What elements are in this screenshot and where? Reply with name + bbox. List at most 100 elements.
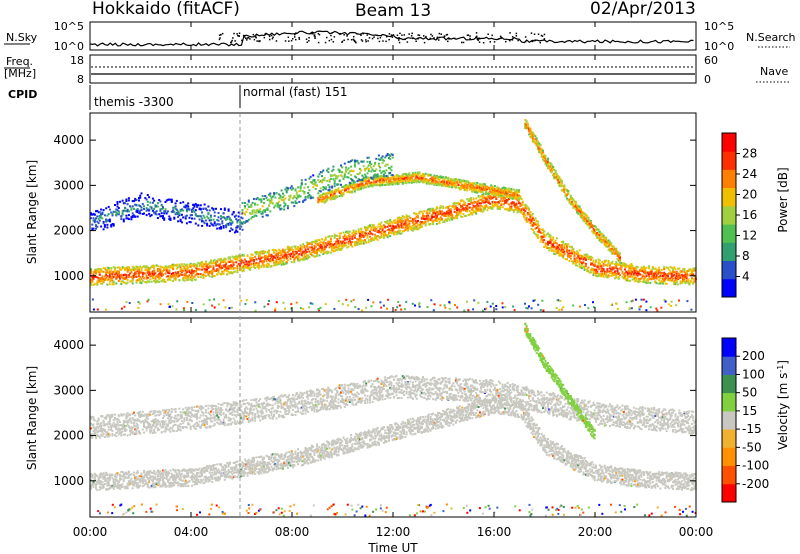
pixel <box>364 183 366 186</box>
pixel <box>452 216 455 219</box>
pixel <box>425 182 428 185</box>
pixel <box>409 174 412 177</box>
pixel <box>399 220 402 223</box>
pixel <box>571 203 573 206</box>
pixel <box>476 209 479 212</box>
pixel <box>117 273 120 276</box>
pixel <box>605 240 608 243</box>
pixel <box>231 259 234 262</box>
pixel <box>602 275 605 278</box>
pixel <box>545 161 548 164</box>
pixel <box>375 237 378 240</box>
pixel <box>434 217 437 220</box>
pixel <box>340 247 342 250</box>
nsky-dot <box>515 35 518 37</box>
pixel <box>669 272 672 275</box>
pixel <box>579 213 582 216</box>
pixel <box>299 248 302 250</box>
pixel <box>524 214 527 217</box>
pixel <box>477 185 480 188</box>
pixel <box>453 210 456 213</box>
pixel <box>564 188 567 191</box>
pixel <box>245 263 248 266</box>
pixel <box>333 235 336 238</box>
pixel <box>691 270 693 273</box>
pixel <box>418 177 421 180</box>
pixel <box>672 268 674 271</box>
pixel <box>112 266 115 269</box>
pixel <box>578 206 581 209</box>
pixel <box>446 212 448 215</box>
pixel <box>664 282 667 285</box>
pixel <box>271 255 274 258</box>
pixel <box>305 257 308 260</box>
pixel <box>557 182 560 184</box>
pixel <box>555 173 558 176</box>
pixel <box>249 267 252 270</box>
pixel <box>297 258 299 261</box>
pixel <box>348 186 351 189</box>
pixel <box>286 245 289 248</box>
nsky-dot <box>230 41 232 44</box>
pixel <box>573 259 576 262</box>
pixel <box>468 182 471 185</box>
pixel <box>270 260 273 263</box>
pixel <box>691 273 693 276</box>
pixel <box>165 267 168 270</box>
pixel <box>667 275 669 277</box>
pixel <box>212 266 215 269</box>
nsky-dot <box>410 35 413 37</box>
pixel <box>442 179 445 182</box>
pixel <box>590 220 592 223</box>
pixel <box>534 217 537 220</box>
pixel <box>164 272 167 275</box>
pixel <box>321 195 323 198</box>
pixel <box>115 272 118 275</box>
pixel <box>607 275 610 278</box>
pixel <box>490 197 493 200</box>
pixel <box>584 255 587 258</box>
pixel <box>324 238 327 241</box>
pixel <box>250 258 253 261</box>
pixel <box>494 201 496 204</box>
pixel <box>194 278 197 281</box>
pixel <box>346 246 349 249</box>
descending-arc <box>524 119 621 264</box>
pixel <box>478 190 481 193</box>
pixel <box>213 259 216 262</box>
pixel <box>90 283 92 286</box>
pixel <box>635 269 638 272</box>
pixel <box>687 269 690 272</box>
pixel <box>215 261 217 264</box>
pixel <box>198 268 201 271</box>
pixel <box>675 281 678 283</box>
pixel <box>341 189 344 192</box>
pixel <box>319 246 322 249</box>
pixel <box>150 275 153 278</box>
pixel <box>569 252 572 255</box>
pixel <box>255 251 258 254</box>
pixel <box>419 225 422 228</box>
pixel <box>569 255 572 257</box>
pixel <box>395 180 398 183</box>
pixel <box>579 257 582 260</box>
pixel <box>356 241 359 244</box>
pixel <box>168 270 171 273</box>
pixel <box>299 249 302 252</box>
pixel <box>523 216 525 219</box>
pixel <box>353 241 356 244</box>
pixel <box>449 179 452 181</box>
nsky-dot <box>418 34 421 37</box>
pixel <box>519 205 522 208</box>
pixel <box>358 180 361 183</box>
pixel <box>222 264 225 267</box>
pixel <box>380 232 383 235</box>
pixel <box>280 254 283 257</box>
pixel <box>518 202 520 205</box>
pixel <box>377 231 380 234</box>
pixel <box>682 277 685 280</box>
pixel <box>400 177 403 180</box>
pixel <box>439 183 442 186</box>
nsky-dot <box>343 39 345 41</box>
pixel <box>153 264 156 267</box>
